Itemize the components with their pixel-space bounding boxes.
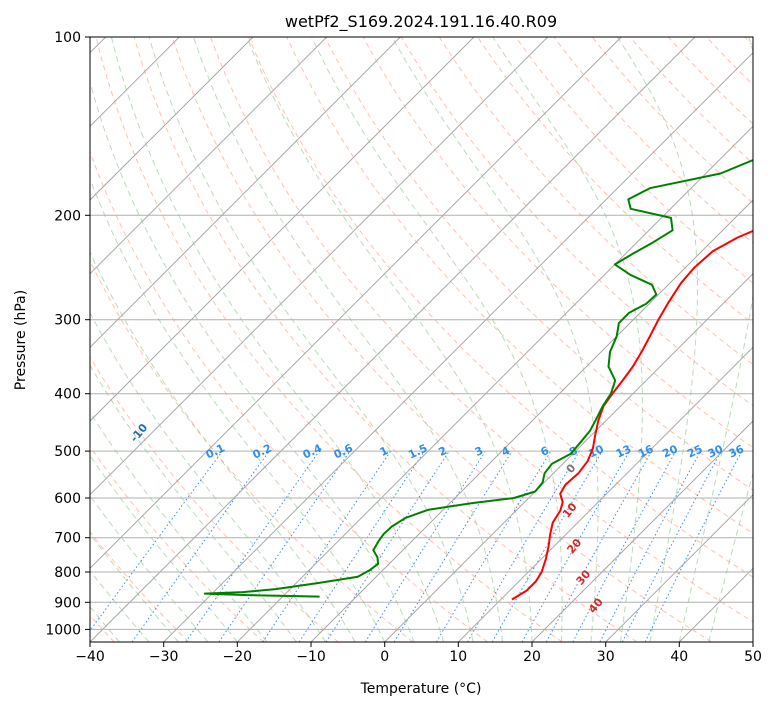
moist-adiabat-line [246, 37, 533, 642]
mixing-ratio-line [298, 450, 425, 642]
y-tick-label: 1000 [45, 622, 81, 638]
moist-adiabat-line [90, 80, 415, 642]
mixing-ratio-label: 20 [660, 442, 680, 460]
moist-adiabat-line [708, 471, 753, 642]
x-tick-label: 10 [449, 649, 467, 665]
isotherm-gridline [90, 37, 475, 422]
dry-adiabat-line [90, 531, 190, 642]
isotherm-gridline [531, 420, 753, 642]
moist-adiabat-line [311, 37, 563, 642]
moist-adiabat-line [90, 494, 209, 642]
dry-adiabat-line [95, 37, 563, 642]
x-tick-label: 30 [597, 649, 615, 665]
mixing-ratio-label: 10 [586, 442, 606, 460]
x-tick-label: 20 [523, 649, 541, 665]
y-tick-label: 300 [54, 313, 81, 329]
y-tick-label: 500 [54, 444, 81, 460]
dry-adiabat-line [133, 37, 638, 642]
mixing-ratio-label: 30 [706, 442, 726, 460]
dry-adiabat-line [90, 356, 339, 642]
mixing-ratio-line [393, 450, 513, 642]
x-tick-label: −40 [75, 649, 105, 665]
mixing-ratio-line [90, 450, 223, 632]
plot-frame [89, 36, 754, 643]
y-tick-label: 800 [54, 565, 81, 581]
moist-adiabat-line [678, 37, 753, 642]
isotherm-gridline [90, 37, 328, 275]
moist-adiabats [90, 37, 753, 642]
moist-adiabat-line [90, 311, 327, 642]
isotherm-gridline [605, 493, 753, 642]
y-tick-label: 600 [54, 491, 81, 507]
y-tick-label: 200 [54, 208, 81, 224]
isotherm-gridline [90, 37, 622, 570]
y-axis-ticks: 100 200 300 400 500 600 700 800 900 1000 [45, 30, 90, 638]
isotherm-gridline [236, 125, 753, 642]
x-axis-ticks: −40 −30 −20 −10 0 10 20 30 40 50 [75, 642, 762, 665]
isotherm-gridline [90, 37, 254, 201]
chart-title: wetPf2_S169.2024.191.16.40.R09 [285, 12, 557, 32]
skewed-isotherm-gridlines [90, 37, 753, 642]
x-tick-label: 50 [744, 649, 762, 665]
moist-adiabat-line [616, 37, 698, 642]
y-tick-label: 400 [54, 387, 81, 403]
isotherm-gridline [310, 199, 753, 642]
mixing-ratio-label: 16 [636, 442, 656, 460]
mixing-ratio-line [185, 450, 320, 642]
x-axis-label: Temperature (°C) [360, 681, 482, 697]
dry-adiabat-line [286, 37, 753, 534]
x-tick-label: −20 [223, 649, 253, 665]
moist-adiabat-line [90, 251, 356, 642]
isotherm-gridline [457, 346, 753, 642]
isotherm-gridline [90, 37, 549, 496]
moist-adiabat-line [148, 37, 474, 642]
mixing-ratio-label: 13 [614, 442, 633, 460]
y-tick-label: 700 [54, 531, 81, 547]
moist-adiabat-line [90, 411, 268, 642]
dry-adiabat-line [400, 37, 753, 407]
mixing-ratio-line [325, 450, 450, 642]
y-tick-label: 900 [54, 595, 81, 611]
moist-adiabat-line [90, 454, 238, 642]
mixing-ratio-label: 36 [727, 442, 747, 460]
isotherm-gridline [90, 37, 401, 349]
isotherm-gridline [384, 272, 753, 642]
profile-series [203, 158, 753, 601]
y-tick-label: 100 [54, 30, 81, 46]
dry-adiabat-line [210, 37, 753, 623]
moist-adiabat-line [391, 37, 599, 642]
mixing-ratio-line [262, 450, 392, 642]
x-tick-label: 0 [380, 649, 389, 665]
isobar-gridlines [90, 37, 753, 630]
x-tick-label: −30 [149, 649, 179, 665]
mixing-ratio-line [521, 450, 630, 642]
dry-adiabat-line [324, 37, 753, 491]
mixing-ratio-line [572, 450, 677, 642]
series-1-line [511, 229, 753, 601]
series-2-line [203, 158, 753, 598]
mixing-ratio-line [218, 450, 351, 642]
isotherm-gridline [90, 37, 696, 642]
x-tick-label: 40 [670, 649, 688, 665]
moist-adiabat-line [90, 533, 179, 642]
mixing-ratio-line [131, 450, 270, 642]
mixing-ratio-line [545, 450, 653, 642]
dry-adiabat-line [90, 259, 414, 642]
dry-adiabat-line [248, 37, 753, 578]
isotherm-gridline [163, 51, 753, 642]
mixing-ratio-line [644, 450, 743, 642]
mixing-ratio-label: 25 [685, 442, 704, 460]
mixing-ratio-lines [90, 450, 743, 642]
moist-adiabat-line [193, 37, 503, 642]
x-tick-label: −10 [296, 649, 326, 665]
y-axis-label: Pressure (hPa) [13, 290, 29, 390]
dry-adiabat-line [438, 37, 753, 365]
